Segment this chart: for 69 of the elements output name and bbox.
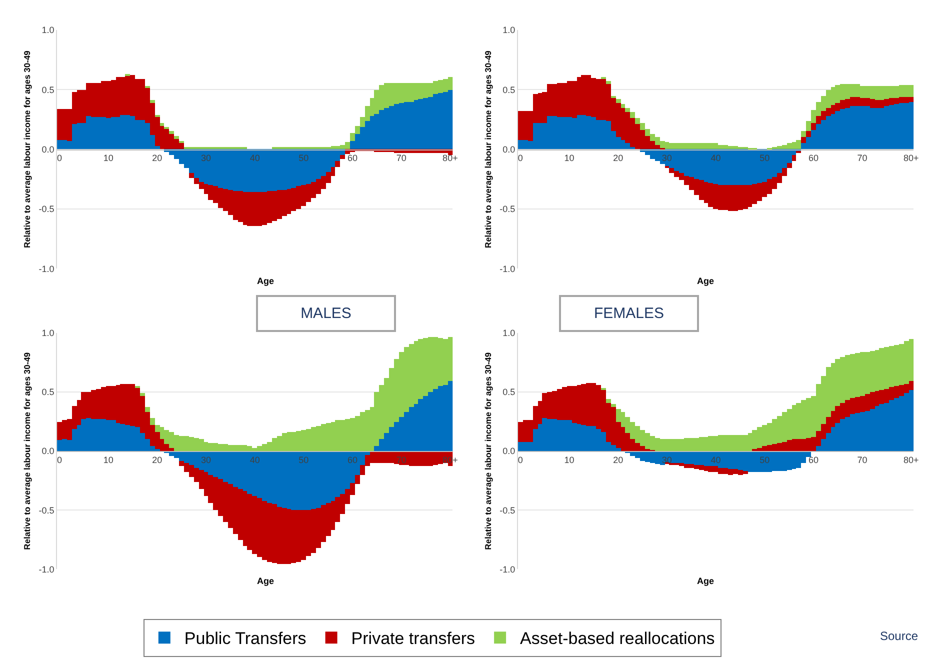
y-tick-label: 0.5 bbox=[502, 84, 516, 95]
x-tick-label: 0 bbox=[518, 153, 523, 164]
y-tick-label: -1.0 bbox=[38, 564, 54, 574]
x-axis-title: Age bbox=[257, 576, 274, 586]
legend-label: Asset-based reallocations bbox=[520, 629, 715, 648]
x-tick-label: 70 bbox=[396, 454, 406, 465]
x-tick-label: 40 bbox=[710, 153, 721, 164]
y-tick-label: 1.0 bbox=[502, 25, 516, 36]
x-tick-label: 30 bbox=[662, 454, 672, 465]
y-tick-label: 1.0 bbox=[42, 328, 54, 338]
x-tick-label: 0 bbox=[518, 454, 523, 465]
y-tick-label: 0.5 bbox=[42, 387, 54, 398]
x-tick-label: 50 bbox=[760, 153, 770, 164]
y-tick-label: 0.0 bbox=[502, 144, 516, 154]
text: MALES bbox=[300, 305, 352, 322]
y-tick-label: 1.0 bbox=[42, 25, 54, 36]
x-tick-label: 20 bbox=[152, 454, 162, 465]
x-tick-label: 40 bbox=[250, 153, 260, 164]
x-tick-label: 60 bbox=[808, 153, 818, 164]
x-tick-label: 70 bbox=[396, 153, 406, 164]
x-axis-title: Age bbox=[257, 276, 274, 286]
y-tick-label: -1.0 bbox=[500, 264, 516, 274]
y-tick-label: 1.0 bbox=[502, 328, 516, 338]
y-tick-label: -0.5 bbox=[500, 204, 516, 214]
x-tick-label: 50 bbox=[760, 454, 770, 465]
x-tick-label: 60 bbox=[348, 153, 358, 164]
x-tick-label: 70 bbox=[857, 153, 868, 164]
x-tick-label: 80+ bbox=[903, 153, 919, 164]
x-tick-label: 40 bbox=[710, 454, 721, 465]
x-tick-label: 30 bbox=[662, 153, 672, 164]
x-tick-label: 10 bbox=[103, 454, 114, 465]
x-tick-label: 10 bbox=[564, 454, 574, 465]
y-tick-label: 0.0 bbox=[42, 144, 54, 154]
x-tick-label: 50 bbox=[298, 454, 309, 465]
y-axis-title: Relative to average labour income for ages 30-49 bbox=[22, 50, 32, 248]
y-axis-title: Relative to average labour income for ages 30-49 bbox=[483, 50, 494, 248]
x-tick-label: 30 bbox=[200, 153, 212, 164]
x-tick-label: 80+ bbox=[442, 153, 458, 164]
y-tick-label: 0.0 bbox=[502, 446, 516, 456]
y-axis-title: Relative to average labour income for ages 30-49 bbox=[22, 352, 32, 550]
y-tick-label: -0.5 bbox=[500, 505, 516, 516]
x-tick-label: 70 bbox=[857, 454, 868, 465]
x-tick-label: 10 bbox=[103, 153, 114, 164]
x-axis-title: Age bbox=[697, 276, 714, 286]
y-tick-label: 0.0 bbox=[42, 446, 54, 456]
x-tick-label: 0 bbox=[56, 454, 62, 465]
x-tick-label: 60 bbox=[348, 454, 358, 465]
x-tick-label: 80+ bbox=[903, 454, 919, 465]
legend-label: Public Transfers bbox=[184, 629, 306, 648]
y-tick-label: 0.5 bbox=[502, 387, 516, 398]
x-tick-label: 10 bbox=[564, 153, 574, 164]
x-tick-label: 0 bbox=[56, 153, 62, 164]
y-axis-title: Relative to average labour income for ages 30-49 bbox=[483, 352, 494, 550]
y-tick-label: -1.0 bbox=[500, 564, 516, 574]
y-tick-label: 0.5 bbox=[42, 84, 54, 95]
x-tick-label: 50 bbox=[298, 153, 309, 164]
x-tick-label: 20 bbox=[613, 454, 624, 465]
x-tick-label: 20 bbox=[152, 153, 162, 164]
text: FEMALES bbox=[594, 305, 664, 322]
x-tick-label: 40 bbox=[250, 454, 260, 465]
y-tick-label: -0.5 bbox=[38, 204, 54, 214]
x-axis-title: Age bbox=[697, 576, 714, 586]
x-tick-label: 30 bbox=[200, 454, 212, 465]
y-tick-label: -1.0 bbox=[38, 264, 54, 274]
y-tick-label: -0.5 bbox=[38, 505, 54, 516]
x-tick-label: 60 bbox=[808, 454, 818, 465]
x-tick-label: 20 bbox=[613, 153, 624, 164]
text: Source bbox=[880, 629, 918, 643]
legend-label: Private transfers bbox=[351, 629, 476, 648]
